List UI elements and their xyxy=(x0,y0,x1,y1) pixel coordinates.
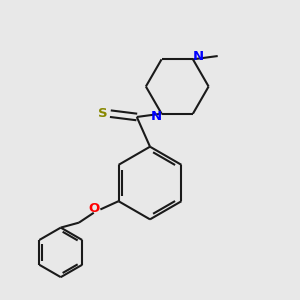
Text: N: N xyxy=(192,50,203,63)
Text: O: O xyxy=(89,202,100,215)
Text: S: S xyxy=(98,107,108,120)
Text: N: N xyxy=(151,110,162,124)
